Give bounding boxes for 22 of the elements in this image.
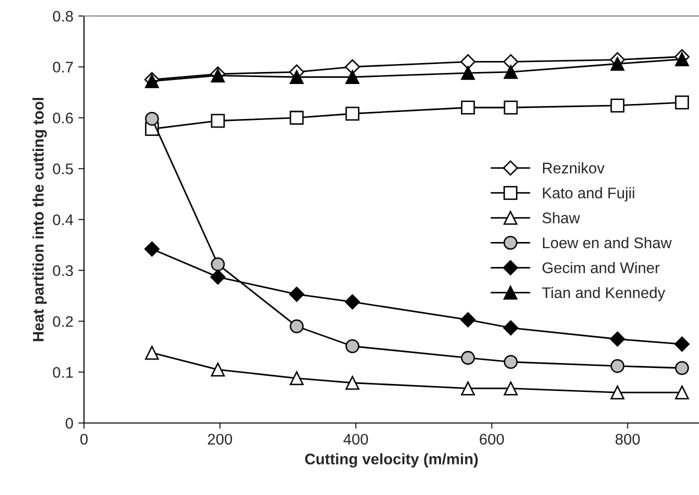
x-tick-label: 400: [343, 434, 368, 445]
x-tick-label: 0: [80, 434, 88, 445]
x-axis-title: Cutting velocity (m/min): [305, 453, 478, 468]
y-tick-label: 0.5: [52, 163, 73, 174]
y-tick-label: 0.2: [52, 316, 73, 327]
legend-label: Kato and Fujii: [543, 187, 634, 202]
y-tick-label: 0.4: [52, 214, 74, 226]
x-tick-label: 600: [480, 434, 504, 445]
y-tick-label: 0.6: [52, 112, 73, 124]
legend-label: Gecim and Winer: [542, 262, 660, 274]
y-tick-label: 0: [66, 418, 73, 429]
legend-label: Loew en and Shaw: [543, 237, 672, 248]
y-tick-label: 0.7: [52, 62, 73, 73]
y-tick-label: 0.3: [52, 265, 73, 276]
legend-label: Reznikov: [543, 162, 605, 174]
legend-label: Shaw: [542, 212, 580, 224]
y-tick-label: 0.1: [52, 366, 73, 378]
x-tick-label: 200: [208, 434, 232, 445]
y-axis-title: Heat partition into the cutting tool: [32, 98, 47, 342]
x-tick-label: 800: [616, 434, 640, 445]
legend-label: Tian and Kennedy: [542, 286, 666, 302]
y-tick-label: 0.8: [52, 10, 73, 22]
